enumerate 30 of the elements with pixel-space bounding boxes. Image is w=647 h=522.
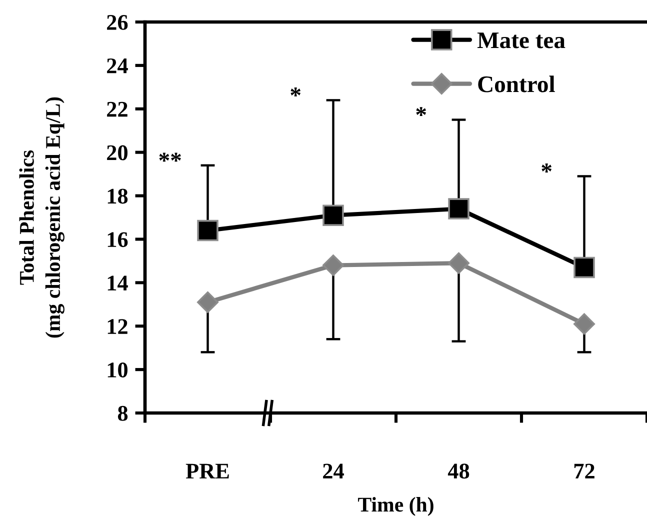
x-tick-label: PRE — [186, 464, 229, 478]
y-tick-label: 22 — [107, 102, 128, 117]
y-tick-label: 14 — [108, 276, 128, 290]
y-tick-label: 8 — [118, 406, 128, 421]
point — [322, 204, 344, 226]
point — [574, 256, 595, 278]
y-tick-label: 20 — [107, 145, 128, 160]
x-tick-label: 24 — [323, 464, 344, 478]
point — [197, 220, 218, 242]
y-tick-label: 16 — [108, 232, 128, 248]
annotation: * — [416, 107, 426, 116]
point — [574, 313, 595, 335]
y-tick-label: 26 — [107, 14, 128, 30]
y-tick-label: 12 — [108, 319, 128, 334]
x-axis-title: Time (h) — [358, 497, 434, 516]
point — [448, 252, 470, 274]
y-axis-title: Total Phenolics (mg chlorogenic acid Eq/L) — [19, 97, 64, 338]
annotation: * — [290, 88, 301, 96]
legend-label: Control — [478, 76, 555, 92]
annotation: * — [542, 164, 552, 172]
point — [322, 254, 344, 276]
x-tick-label: 48 — [448, 464, 470, 479]
y-tick-label: 10 — [108, 362, 128, 378]
x-tick-label: 72 — [574, 464, 594, 478]
legend-label: Mate tea — [477, 32, 566, 48]
point — [197, 291, 218, 313]
y-tick-label: 18 — [108, 188, 128, 204]
annotation: ** — [159, 152, 181, 162]
y-tick-label: 24 — [107, 58, 128, 74]
point — [448, 198, 470, 220]
